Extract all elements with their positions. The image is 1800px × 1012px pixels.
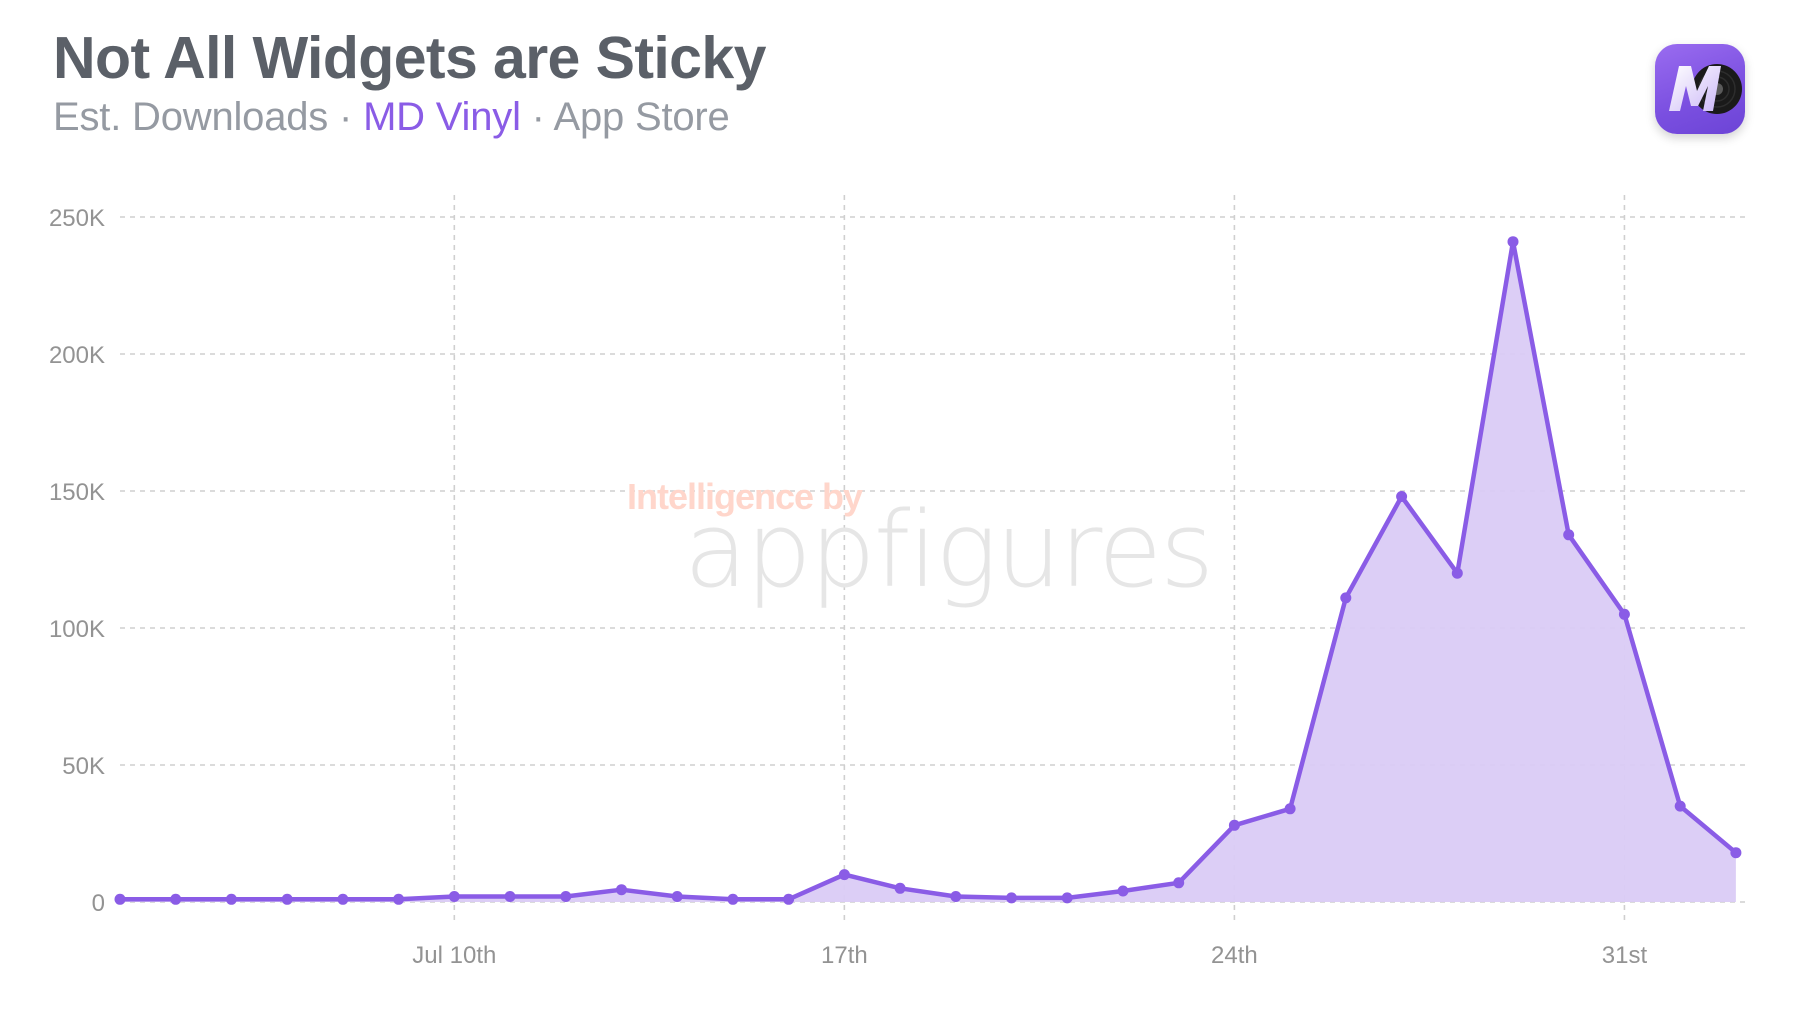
data-point: [448, 891, 460, 902]
y-tick-label: 200K: [49, 342, 105, 369]
x-tick-label: 24th: [1211, 942, 1258, 969]
data-point: [504, 891, 516, 902]
y-axis-labels: 0 50K 100K 150K 200K 250K: [49, 205, 105, 917]
data-point: [1396, 491, 1408, 502]
data-point: [1061, 892, 1073, 904]
data-point: [337, 893, 349, 905]
chart-header: Not All Widgets are Sticky Est. Download…: [53, 24, 766, 142]
data-point: [1507, 236, 1519, 248]
subtitle-app-name: MD Vinyl: [363, 95, 521, 139]
data-point: [838, 869, 850, 881]
y-tick-label: 250K: [49, 205, 105, 232]
y-tick-label: 100K: [49, 616, 105, 643]
vinyl-record-icon: [1669, 64, 1742, 114]
area-fill: [120, 241, 1736, 902]
data-point: [1173, 877, 1185, 889]
data-point: [616, 884, 627, 896]
x-tick-label: 17th: [821, 942, 868, 969]
data-point: [1674, 800, 1686, 812]
y-tick-label: 0: [92, 890, 105, 917]
data-points: [114, 236, 1742, 905]
y-tick-label: 50K: [62, 753, 105, 780]
subtitle-metric: Est. Downloads ·: [53, 95, 364, 139]
data-point: [1451, 567, 1463, 579]
subtitle-store: · App Store: [520, 95, 730, 139]
data-point: [114, 893, 126, 905]
chart-title: Not All Widgets are Sticky: [53, 25, 766, 91]
md-vinyl-app-icon: [1655, 44, 1745, 134]
data-point: [1006, 892, 1017, 904]
data-point: [281, 893, 293, 905]
data-point: [1228, 819, 1240, 831]
data-point: [671, 891, 683, 902]
data-point: [170, 893, 182, 905]
y-tick-label: 150K: [49, 479, 105, 506]
data-point: [1340, 592, 1352, 604]
data-point: [950, 891, 962, 902]
x-tick-label: Jul 10th: [412, 942, 496, 969]
data-point: [225, 893, 237, 905]
data-point: [1117, 885, 1129, 897]
data-point: [1618, 608, 1630, 620]
series-line-md-vinyl: [117, 239, 1739, 902]
x-axis-labels: Jul 10th 17th 24th 31st: [412, 942, 1647, 969]
data-point: [393, 893, 405, 905]
data-point: [894, 882, 906, 894]
chart-subtitle: Est. Downloads · MD Vinyl · App Store: [53, 92, 766, 142]
data-point: [727, 893, 739, 905]
data-point: [560, 891, 572, 902]
watermark-appfigures-logo: appfigures: [684, 489, 1212, 611]
watermark: Intelligence by appfigures: [627, 476, 1214, 611]
data-point: [1284, 803, 1296, 815]
data-point: [1730, 847, 1742, 859]
data-point: [783, 893, 795, 905]
x-tick-label: 31st: [1602, 942, 1648, 969]
watermark-intelligence-by: Intelligence by: [627, 476, 863, 517]
data-point: [1563, 529, 1575, 541]
vertical-gridlines: [453, 195, 1626, 922]
